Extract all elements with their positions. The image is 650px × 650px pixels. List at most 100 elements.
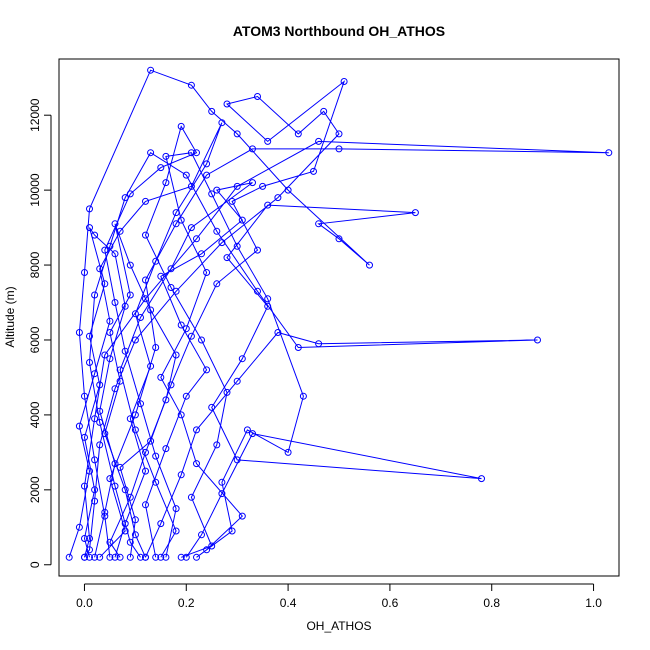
data-point bbox=[193, 426, 200, 434]
data-point bbox=[187, 81, 195, 89]
data-point bbox=[142, 231, 149, 239]
data-point bbox=[264, 302, 272, 310]
data-point bbox=[96, 381, 104, 389]
data-point bbox=[126, 261, 134, 269]
data-point bbox=[208, 542, 216, 550]
data-point bbox=[131, 411, 139, 419]
data-point bbox=[177, 216, 185, 224]
data-point bbox=[162, 445, 170, 453]
data-point bbox=[167, 284, 175, 291]
plot-frame bbox=[58, 58, 620, 577]
data-point bbox=[177, 553, 185, 561]
data-point bbox=[223, 254, 231, 262]
data-point bbox=[203, 546, 211, 554]
data-point bbox=[233, 130, 241, 138]
data-point bbox=[121, 347, 129, 355]
data-point bbox=[233, 456, 241, 464]
data-point bbox=[96, 553, 104, 561]
data-point bbox=[208, 403, 216, 411]
data-point bbox=[126, 538, 134, 546]
data-point bbox=[142, 276, 149, 284]
data-point bbox=[264, 137, 272, 145]
data-point bbox=[249, 430, 256, 438]
data-point bbox=[152, 553, 160, 561]
series-line-8 bbox=[83, 227, 126, 558]
data-point bbox=[335, 235, 343, 243]
data-point bbox=[315, 220, 323, 228]
x-tick-label: 1.0 bbox=[585, 596, 602, 610]
data-point bbox=[121, 527, 129, 535]
data-point bbox=[172, 287, 180, 295]
data-point bbox=[106, 538, 114, 546]
data-point bbox=[299, 392, 307, 400]
y-tick-label: 4000 bbox=[28, 401, 42, 428]
data-point bbox=[121, 520, 129, 528]
data-point bbox=[233, 242, 241, 250]
data-point bbox=[172, 505, 180, 513]
x-tick-label: 0.6 bbox=[382, 596, 399, 610]
data-point bbox=[213, 227, 221, 235]
data-point bbox=[177, 122, 185, 130]
data-point bbox=[228, 197, 236, 205]
data-point bbox=[75, 523, 83, 531]
data-point bbox=[106, 329, 114, 336]
data-point bbox=[86, 205, 93, 213]
data-point bbox=[91, 553, 99, 561]
data-point bbox=[320, 107, 328, 115]
data-point bbox=[75, 422, 83, 430]
y-tick-label: 8000 bbox=[28, 251, 42, 278]
data-point bbox=[294, 344, 302, 351]
data-point bbox=[81, 535, 88, 542]
data-point bbox=[172, 209, 180, 217]
series-line-9 bbox=[160, 152, 304, 558]
data-point bbox=[203, 171, 211, 179]
data-point bbox=[249, 179, 256, 187]
data-point bbox=[131, 336, 139, 344]
data-point bbox=[187, 224, 195, 232]
x-tick-label: 0.0 bbox=[76, 596, 93, 610]
x-axis-label: OH_ATHOS bbox=[306, 619, 371, 633]
data-point bbox=[218, 490, 226, 498]
data-point bbox=[315, 137, 323, 145]
data-point bbox=[121, 194, 129, 202]
data-point bbox=[274, 329, 282, 336]
x-axis: 0.0 0.2 0.4 0.6 0.8 1.0 bbox=[76, 583, 602, 610]
data-point bbox=[233, 182, 241, 190]
data-point bbox=[157, 553, 165, 561]
data-point bbox=[254, 246, 261, 254]
data-point bbox=[213, 441, 221, 449]
series-line-7 bbox=[119, 182, 253, 558]
data-point bbox=[101, 430, 109, 438]
data-point bbox=[284, 186, 292, 194]
data-point bbox=[213, 186, 221, 194]
data-point bbox=[91, 486, 99, 494]
data-point bbox=[605, 149, 613, 157]
data-point bbox=[238, 216, 246, 224]
data-point bbox=[96, 265, 104, 273]
data-point bbox=[187, 493, 195, 501]
y-axis-label: Altitude (m) bbox=[3, 286, 17, 347]
data-point bbox=[86, 553, 93, 561]
data-point bbox=[81, 553, 88, 561]
data-point bbox=[193, 235, 200, 243]
data-point bbox=[142, 295, 149, 303]
data-point bbox=[101, 280, 109, 288]
data-point bbox=[86, 332, 93, 340]
data-point bbox=[198, 336, 205, 344]
data-point bbox=[86, 546, 93, 554]
data-point bbox=[101, 246, 109, 254]
data-point bbox=[218, 239, 226, 247]
data-point bbox=[167, 265, 175, 273]
data-point bbox=[126, 493, 134, 501]
data-point bbox=[157, 164, 165, 172]
data-point bbox=[264, 295, 272, 303]
data-point bbox=[157, 272, 165, 280]
data-point bbox=[243, 426, 251, 434]
data-point bbox=[91, 415, 99, 423]
data-point bbox=[177, 471, 185, 479]
data-point bbox=[111, 553, 119, 561]
data-point bbox=[147, 437, 155, 445]
data-point bbox=[65, 553, 73, 561]
data-point bbox=[91, 456, 99, 464]
